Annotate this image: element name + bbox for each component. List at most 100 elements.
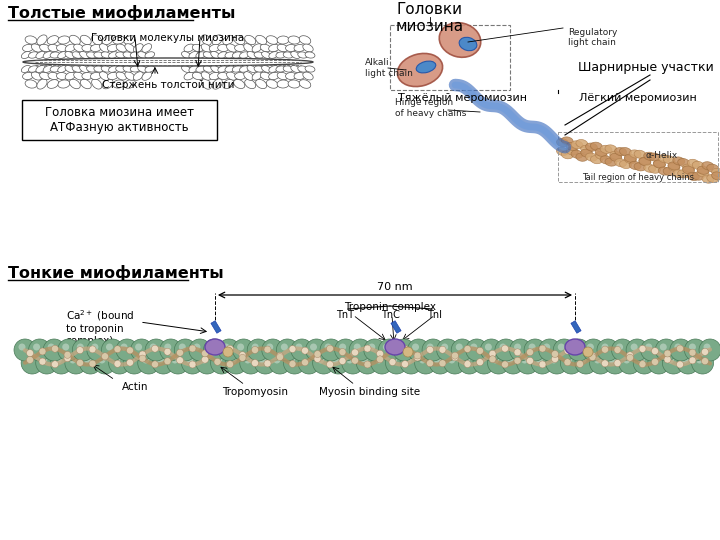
Text: Толстые миофиламенты: Толстые миофиламенты: [8, 5, 235, 21]
Circle shape: [364, 345, 371, 352]
Circle shape: [62, 343, 69, 350]
Text: Regulatory
light chain: Regulatory light chain: [568, 28, 617, 48]
Circle shape: [102, 353, 109, 360]
Ellipse shape: [692, 161, 704, 170]
Ellipse shape: [291, 51, 300, 58]
Circle shape: [167, 352, 189, 374]
Ellipse shape: [73, 72, 84, 80]
Circle shape: [692, 352, 714, 374]
Ellipse shape: [244, 72, 253, 80]
Ellipse shape: [145, 52, 155, 58]
Circle shape: [536, 356, 543, 363]
Circle shape: [577, 346, 583, 353]
Ellipse shape: [416, 61, 436, 73]
Circle shape: [526, 357, 534, 364]
Ellipse shape: [65, 65, 74, 72]
Circle shape: [514, 357, 521, 364]
Ellipse shape: [69, 79, 81, 89]
Ellipse shape: [619, 160, 631, 168]
Circle shape: [660, 343, 667, 350]
Ellipse shape: [266, 36, 278, 44]
Ellipse shape: [142, 72, 152, 80]
Ellipse shape: [668, 163, 680, 171]
Circle shape: [444, 352, 466, 374]
Circle shape: [590, 352, 611, 374]
Circle shape: [349, 339, 372, 361]
Ellipse shape: [585, 153, 598, 161]
Circle shape: [639, 346, 646, 352]
Circle shape: [667, 356, 674, 363]
Circle shape: [701, 348, 708, 355]
Ellipse shape: [629, 161, 641, 170]
Circle shape: [102, 339, 123, 361]
Circle shape: [64, 352, 71, 359]
Ellipse shape: [72, 52, 82, 58]
Circle shape: [463, 356, 470, 363]
Circle shape: [264, 360, 271, 367]
Ellipse shape: [277, 36, 289, 44]
Circle shape: [528, 343, 536, 350]
Circle shape: [560, 352, 582, 374]
Text: TnC: TnC: [381, 310, 400, 320]
Circle shape: [145, 339, 167, 361]
Circle shape: [594, 356, 601, 363]
Circle shape: [52, 361, 58, 368]
Ellipse shape: [123, 52, 133, 58]
Circle shape: [264, 346, 271, 353]
Circle shape: [664, 356, 671, 363]
Ellipse shape: [277, 80, 289, 88]
Ellipse shape: [288, 36, 300, 44]
Circle shape: [422, 339, 444, 361]
Circle shape: [414, 352, 421, 359]
Circle shape: [696, 356, 703, 363]
Ellipse shape: [138, 66, 148, 72]
Ellipse shape: [99, 72, 109, 80]
Ellipse shape: [56, 72, 68, 79]
Circle shape: [389, 359, 396, 366]
Circle shape: [227, 361, 233, 368]
Circle shape: [577, 361, 583, 368]
Text: Тонкие миофиламенты: Тонкие миофиламенты: [8, 265, 224, 281]
Ellipse shape: [649, 153, 660, 161]
Ellipse shape: [688, 159, 699, 167]
Circle shape: [389, 347, 396, 354]
Circle shape: [456, 343, 463, 350]
Circle shape: [412, 343, 419, 350]
Ellipse shape: [217, 66, 228, 72]
Circle shape: [164, 343, 171, 350]
Circle shape: [127, 359, 133, 366]
Ellipse shape: [459, 37, 477, 51]
Circle shape: [339, 343, 346, 350]
Circle shape: [652, 348, 659, 355]
Circle shape: [351, 349, 359, 356]
Text: Стержень толстой нити: Стержень толстой нити: [102, 80, 234, 90]
Text: Alkali
light chain: Alkali light chain: [365, 58, 413, 78]
Circle shape: [583, 347, 593, 357]
Circle shape: [652, 359, 659, 366]
Circle shape: [685, 339, 706, 361]
Circle shape: [33, 343, 40, 350]
Ellipse shape: [235, 44, 246, 51]
Ellipse shape: [81, 79, 91, 89]
Circle shape: [72, 339, 94, 361]
Ellipse shape: [107, 44, 118, 51]
Ellipse shape: [205, 339, 225, 355]
Circle shape: [130, 339, 153, 361]
Circle shape: [470, 343, 477, 350]
Circle shape: [194, 343, 200, 350]
Circle shape: [123, 352, 145, 374]
Ellipse shape: [36, 51, 45, 58]
Circle shape: [179, 343, 186, 350]
Circle shape: [29, 339, 50, 361]
Circle shape: [701, 357, 708, 364]
Ellipse shape: [124, 36, 135, 44]
Circle shape: [295, 343, 302, 350]
Ellipse shape: [305, 52, 315, 58]
Ellipse shape: [203, 52, 213, 58]
Circle shape: [139, 351, 146, 358]
Ellipse shape: [99, 44, 109, 52]
Circle shape: [102, 353, 109, 360]
Circle shape: [514, 349, 521, 356]
Circle shape: [618, 352, 641, 374]
Ellipse shape: [286, 72, 297, 79]
